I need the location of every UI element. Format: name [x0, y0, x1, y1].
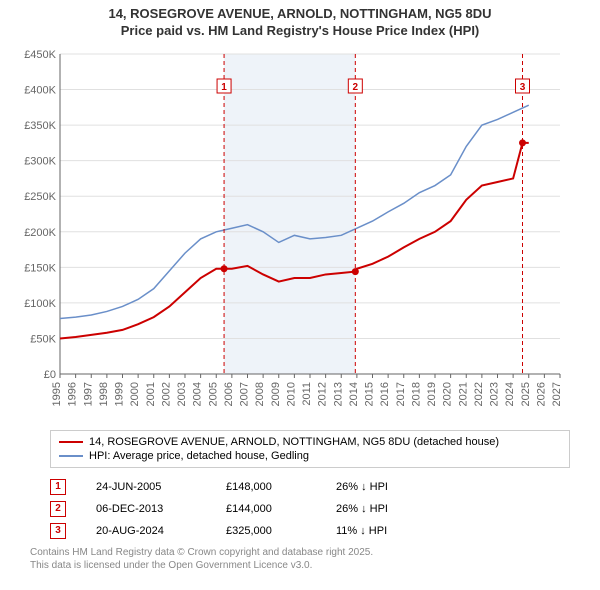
- svg-text:£50K: £50K: [30, 333, 56, 345]
- sales-price: £148,000: [226, 481, 306, 493]
- svg-text:2015: 2015: [364, 382, 376, 406]
- sales-row: 3 20-AUG-2024 £325,000 11% ↓ HPI: [50, 520, 570, 542]
- svg-text:2004: 2004: [192, 382, 204, 406]
- svg-text:£350K: £350K: [24, 120, 56, 132]
- chart-plot: £0 £50K £100K £150K £200K £250K £300K £350K £400…: [20, 44, 580, 424]
- sales-row: 1 24-JUN-2005 £148,000 26% ↓ HPI: [50, 476, 570, 498]
- svg-text:1: 1: [221, 82, 227, 93]
- svg-text:2009: 2009: [270, 382, 282, 406]
- svg-text:2000: 2000: [129, 382, 141, 406]
- svg-text:2026: 2026: [535, 382, 547, 406]
- svg-text:2: 2: [353, 82, 359, 93]
- svg-text:£0: £0: [44, 369, 56, 381]
- sales-delta: 11% ↓ HPI: [336, 525, 416, 537]
- svg-text:2010: 2010: [285, 382, 297, 406]
- sales-table: 1 24-JUN-2005 £148,000 26% ↓ HPI 2 06-DEC-201…: [50, 476, 570, 542]
- title-line-2: Price paid vs. HM Land Registry's House …: [0, 23, 600, 40]
- svg-text:£100K: £100K: [24, 298, 56, 310]
- sales-date: 06-DEC-2013: [96, 503, 196, 515]
- svg-text:1998: 1998: [98, 382, 110, 406]
- legend-item: 14, ROSEGROVE AVENUE, ARNOLD, NOTTINGHAM…: [59, 435, 561, 449]
- sales-price: £144,000: [226, 503, 306, 515]
- svg-text:£250K: £250K: [24, 191, 56, 203]
- svg-text:2025: 2025: [520, 382, 532, 406]
- svg-text:2019: 2019: [426, 382, 438, 406]
- svg-text:1997: 1997: [82, 382, 94, 406]
- svg-text:2008: 2008: [254, 382, 266, 406]
- footer-line-2: This data is licensed under the Open Gov…: [30, 559, 570, 572]
- sales-delta: 26% ↓ HPI: [336, 503, 416, 515]
- svg-text:2024: 2024: [504, 382, 516, 406]
- svg-text:1996: 1996: [67, 382, 79, 406]
- legend-swatch: [59, 441, 83, 443]
- legend-label: 14, ROSEGROVE AVENUE, ARNOLD, NOTTINGHAM…: [89, 436, 499, 448]
- svg-text:£150K: £150K: [24, 262, 56, 274]
- svg-text:2023: 2023: [489, 382, 501, 406]
- svg-text:2018: 2018: [410, 382, 422, 406]
- svg-text:£400K: £400K: [24, 84, 56, 96]
- svg-text:2017: 2017: [395, 382, 407, 406]
- svg-text:£200K: £200K: [24, 227, 56, 239]
- sales-price: £325,000: [226, 525, 306, 537]
- svg-text:2021: 2021: [457, 382, 469, 406]
- footer-note: Contains HM Land Registry data © Crown c…: [30, 546, 570, 572]
- chart-svg: £0 £50K £100K £150K £200K £250K £300K £350K £400…: [20, 44, 580, 424]
- sales-delta: 26% ↓ HPI: [336, 481, 416, 493]
- svg-text:£450K: £450K: [24, 49, 56, 61]
- svg-text:2020: 2020: [442, 382, 454, 406]
- svg-text:2007: 2007: [239, 382, 251, 406]
- svg-text:2011: 2011: [301, 382, 313, 406]
- svg-text:1999: 1999: [114, 382, 126, 406]
- svg-text:1995: 1995: [51, 382, 63, 406]
- svg-text:2003: 2003: [176, 382, 188, 406]
- svg-text:2002: 2002: [160, 382, 172, 406]
- legend-swatch: [59, 455, 83, 457]
- svg-text:2014: 2014: [348, 382, 360, 406]
- svg-text:2027: 2027: [551, 382, 563, 406]
- legend-label: HPI: Average price, detached house, Gedl…: [89, 450, 309, 462]
- svg-text:2016: 2016: [379, 382, 391, 406]
- legend-item: HPI: Average price, detached house, Gedl…: [59, 449, 561, 463]
- legend: 14, ROSEGROVE AVENUE, ARNOLD, NOTTINGHAM…: [50, 430, 570, 468]
- chart-container: 14, ROSEGROVE AVENUE, ARNOLD, NOTTINGHAM…: [0, 0, 600, 572]
- sales-date: 24-JUN-2005: [96, 481, 196, 493]
- svg-text:2012: 2012: [317, 382, 329, 406]
- svg-text:£300K: £300K: [24, 155, 56, 167]
- svg-text:2001: 2001: [145, 382, 157, 406]
- svg-text:2013: 2013: [332, 382, 344, 406]
- sales-marker: 1: [50, 479, 66, 495]
- sales-date: 20-AUG-2024: [96, 525, 196, 537]
- title-line-1: 14, ROSEGROVE AVENUE, ARNOLD, NOTTINGHAM…: [0, 6, 600, 23]
- title-block: 14, ROSEGROVE AVENUE, ARNOLD, NOTTINGHAM…: [0, 0, 600, 44]
- sales-row: 2 06-DEC-2013 £144,000 26% ↓ HPI: [50, 498, 570, 520]
- svg-text:3: 3: [520, 82, 526, 93]
- svg-text:2006: 2006: [223, 382, 235, 406]
- sales-marker: 3: [50, 523, 66, 539]
- footer-line-1: Contains HM Land Registry data © Crown c…: [30, 546, 570, 559]
- svg-text:2022: 2022: [473, 382, 485, 406]
- svg-text:2005: 2005: [207, 382, 219, 406]
- sales-marker: 2: [50, 501, 66, 517]
